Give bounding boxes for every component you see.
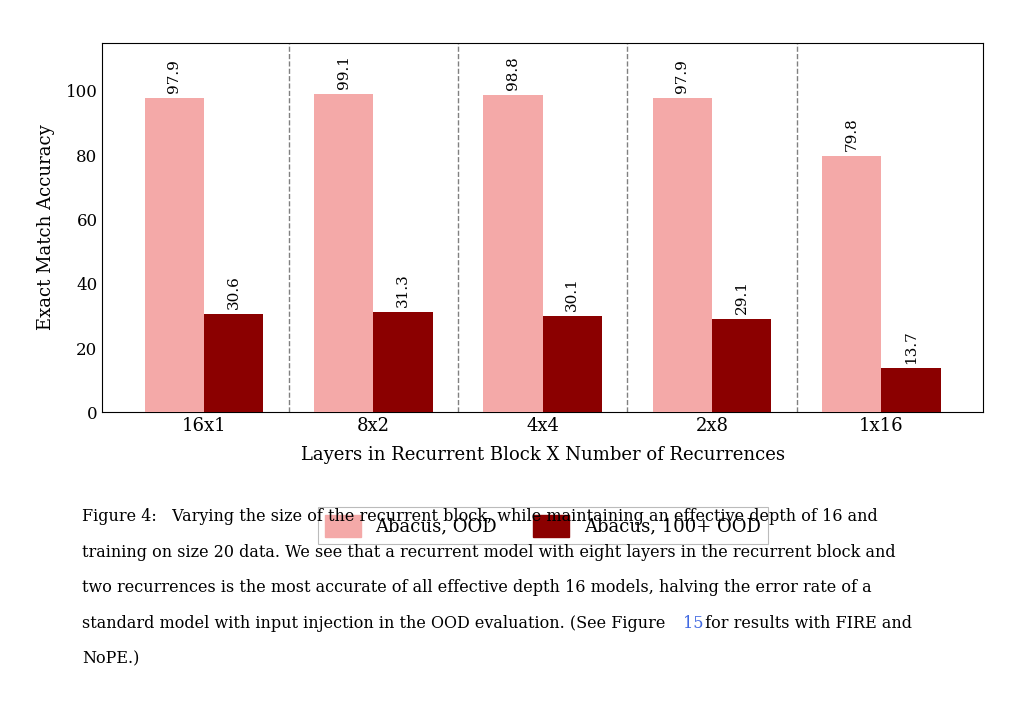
Bar: [483, 95, 543, 412]
Text: 79.8: 79.8: [845, 117, 859, 151]
Bar: [374, 311, 433, 412]
Bar: [314, 94, 374, 412]
Text: NoPE.): NoPE.): [82, 651, 139, 668]
Bar: [653, 97, 712, 412]
Text: 97.9: 97.9: [676, 59, 689, 93]
Bar: [204, 314, 263, 412]
Text: 30.1: 30.1: [565, 277, 580, 311]
Text: 30.6: 30.6: [226, 275, 241, 309]
Text: for results with FIRE and: for results with FIRE and: [699, 615, 912, 632]
Text: 13.7: 13.7: [904, 330, 919, 363]
Text: 99.1: 99.1: [337, 55, 351, 89]
Text: 15: 15: [683, 615, 703, 632]
Bar: [712, 319, 771, 412]
Text: Figure 4:   Varying the size of the recurrent block, while maintaining an effect: Figure 4: Varying the size of the recurr…: [82, 508, 878, 525]
Bar: [543, 316, 602, 412]
Bar: [882, 368, 941, 412]
Text: 98.8: 98.8: [506, 56, 520, 90]
Legend: Abacus, OOD, Abacus, 100+ OOD: Abacus, OOD, Abacus, 100+ OOD: [317, 508, 768, 544]
X-axis label: Layers in Recurrent Block X Number of Recurrences: Layers in Recurrent Block X Number of Re…: [301, 447, 784, 464]
Text: 31.3: 31.3: [396, 273, 410, 307]
Text: 97.9: 97.9: [167, 59, 181, 93]
Text: 29.1: 29.1: [734, 280, 749, 314]
Y-axis label: Exact Match Accuracy: Exact Match Accuracy: [37, 124, 54, 331]
Bar: [144, 97, 204, 412]
Text: two recurrences is the most accurate of all effective depth 16 models, halving t: two recurrences is the most accurate of …: [82, 579, 871, 597]
Bar: [822, 156, 882, 412]
Text: standard model with input injection in the OOD evaluation. (See Figure: standard model with input injection in t…: [82, 615, 671, 632]
Text: training on size 20 data. We see that a recurrent model with eight layers in the: training on size 20 data. We see that a …: [82, 544, 896, 561]
